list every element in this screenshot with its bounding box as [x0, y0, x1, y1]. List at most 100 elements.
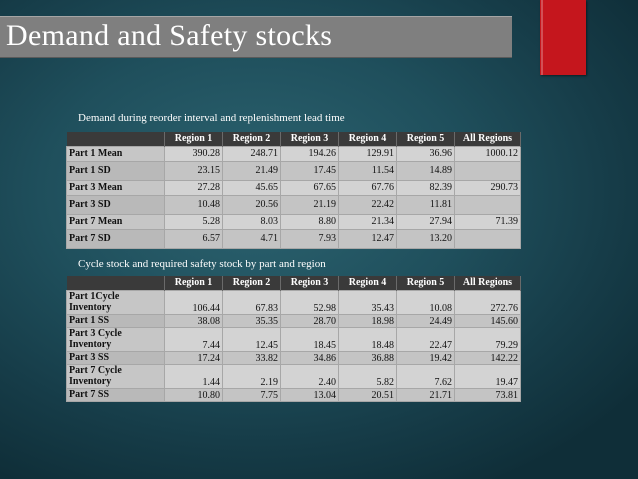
table-cell: 18.48	[338, 326, 397, 352]
table-cell: 67.83	[222, 289, 281, 315]
header-cell: Region 3	[280, 276, 339, 290]
demand-table: Region 1 Region 2 Region 3 Region 4 Regi…	[66, 132, 521, 249]
table-cell: 272.76	[454, 289, 521, 315]
accent-red-block	[540, 0, 586, 75]
table-row: Part 3 SS 17.24 33.82 34.86 36.88 19.42 …	[66, 350, 521, 365]
row-label: Part 7 Mean	[66, 213, 165, 230]
table-cell: 13.20	[396, 228, 455, 249]
header-cell: Region 1	[164, 276, 223, 290]
table-cell: 10.08	[396, 289, 455, 315]
header-cell: Region 2	[222, 132, 281, 146]
header-cell: All Regions	[454, 132, 521, 146]
table-cell: 20.56	[222, 194, 281, 215]
row-label: Part 3 Cycle Inventory	[66, 326, 165, 352]
table-cell: 7.75	[222, 387, 281, 402]
table-cell: 18.45	[280, 326, 339, 352]
row-label: Part 7 SS	[66, 387, 165, 402]
table1-caption: Demand during reorder interval and reple…	[78, 112, 345, 124]
table-cell: 6.57	[164, 228, 223, 249]
table-row: Part 1 Mean 390.28 248.71 194.26 129.91 …	[66, 145, 521, 162]
table-cell: 82.39	[396, 179, 455, 196]
table-cell	[454, 160, 521, 181]
title-bar: Demand and Safety stocks	[0, 16, 512, 58]
table-cell: 27.28	[164, 179, 223, 196]
table-cell: 21.19	[280, 194, 339, 215]
header-cell: Region 1	[164, 132, 223, 146]
row-label: Part 1 Mean	[66, 145, 165, 162]
header-cell: Region 2	[222, 276, 281, 290]
table-cell: 71.39	[454, 213, 521, 230]
row-label: Part 3 Mean	[66, 179, 165, 196]
table-cell: 20.51	[338, 387, 397, 402]
table-cell: 194.26	[280, 145, 339, 162]
table-cell: 12.45	[222, 326, 281, 352]
table-cell: 13.04	[280, 387, 339, 402]
table-cell: 4.71	[222, 228, 281, 249]
table-cell: 35.35	[222, 313, 281, 328]
header-cell: Region 5	[396, 132, 455, 146]
cycle-stock-table: Region 1 Region 2 Region 3 Region 4 Regi…	[66, 276, 521, 402]
header-cell	[66, 276, 165, 290]
table-row: Part 7 SD 6.57 4.71 7.93 12.47 13.20	[66, 228, 521, 249]
table-cell: 36.88	[338, 350, 397, 365]
row-label: Part 1 SD	[66, 160, 165, 181]
table-cell: 142.22	[454, 350, 521, 365]
header-cell: Region 4	[338, 132, 397, 146]
table-cell: 5.28	[164, 213, 223, 230]
table-cell: 1.44	[164, 363, 223, 389]
header-cell: All Regions	[454, 276, 521, 290]
row-label: Part 7 SD	[66, 228, 165, 249]
table-cell: 79.29	[454, 326, 521, 352]
table-row: Part 7 Mean 5.28 8.03 8.80 21.34 27.94 7…	[66, 213, 521, 230]
table-cell: 67.76	[338, 179, 397, 196]
table-row: Part 3 SD 10.48 20.56 21.19 22.42 11.81	[66, 194, 521, 215]
slide-title: Demand and Safety stocks	[6, 19, 333, 52]
table-cell: 248.71	[222, 145, 281, 162]
table-cell: 23.15	[164, 160, 223, 181]
table-cell: 52.98	[280, 289, 339, 315]
table-cell: 21.34	[338, 213, 397, 230]
table-cell	[454, 194, 521, 215]
table-row: Part 7 SS 10.80 7.75 13.04 20.51 21.71 7…	[66, 387, 521, 402]
table-cell: 2.19	[222, 363, 281, 389]
table-cell: 1000.12	[454, 145, 521, 162]
table-cell: 17.24	[164, 350, 223, 365]
table-cell: 36.96	[396, 145, 455, 162]
table-cell: 27.94	[396, 213, 455, 230]
row-label: Part 3 SD	[66, 194, 165, 215]
table-cell: 7.93	[280, 228, 339, 249]
table-cell: 21.71	[396, 387, 455, 402]
table-cell: 19.42	[396, 350, 455, 365]
table-cell: 38.08	[164, 313, 223, 328]
table-cell: 67.65	[280, 179, 339, 196]
table-cell: 7.44	[164, 326, 223, 352]
table-cell: 106.44	[164, 289, 223, 315]
table-cell: 33.82	[222, 350, 281, 365]
row-label: Part 3 SS	[66, 350, 165, 365]
table-cell: 8.03	[222, 213, 281, 230]
table-cell: 22.42	[338, 194, 397, 215]
table-cell: 7.62	[396, 363, 455, 389]
table-cell: 28.70	[280, 313, 339, 328]
header-cell	[66, 132, 165, 146]
table-cell: 12.47	[338, 228, 397, 249]
table-row: Part 1 SS 38.08 35.35 28.70 18.98 24.49 …	[66, 313, 521, 328]
header-cell: Region 4	[338, 276, 397, 290]
table-cell: 10.48	[164, 194, 223, 215]
table-cell: 10.80	[164, 387, 223, 402]
table-cell: 21.49	[222, 160, 281, 181]
table-cell	[454, 228, 521, 249]
table-row: Part 7 Cycle Inventory 1.44 2.19 2.40 5.…	[66, 363, 521, 389]
table-cell: 19.47	[454, 363, 521, 389]
table-cell: 145.60	[454, 313, 521, 328]
table-row: Part 1 SD 23.15 21.49 17.45 11.54 14.89	[66, 160, 521, 181]
table-cell: 35.43	[338, 289, 397, 315]
table-cell: 24.49	[396, 313, 455, 328]
table-cell: 73.81	[454, 387, 521, 402]
table-row: Part 3 Cycle Inventory 7.44 12.45 18.45 …	[66, 326, 521, 352]
table-cell: 34.86	[280, 350, 339, 365]
header-cell: Region 5	[396, 276, 455, 290]
table-row: Part 1Cycle Inventory 106.44 67.83 52.98…	[66, 289, 521, 315]
table-cell: 290.73	[454, 179, 521, 196]
table-cell: 17.45	[280, 160, 339, 181]
